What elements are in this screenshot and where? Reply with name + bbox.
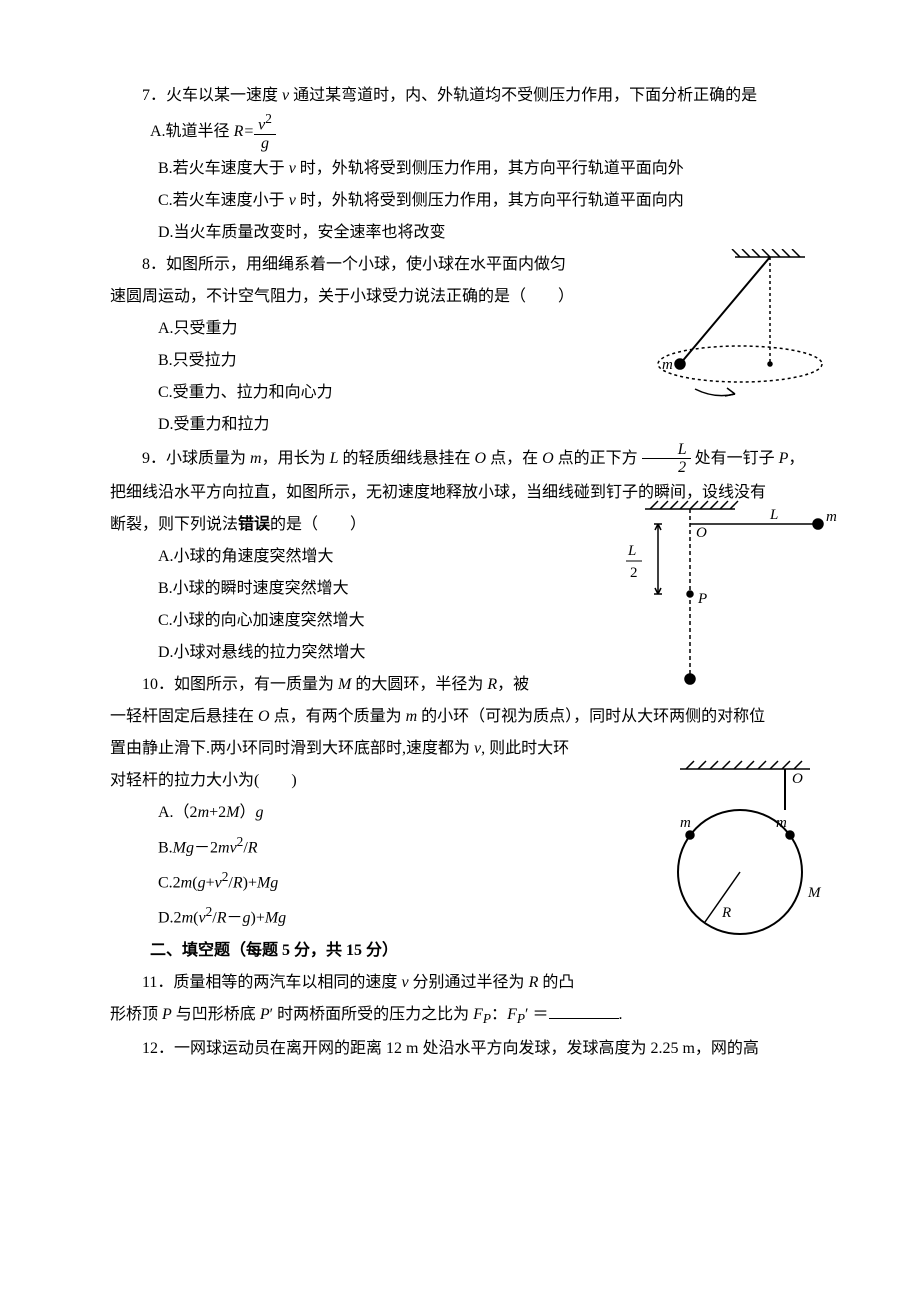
q9-number: 9． (142, 450, 166, 467)
q9-frac-den: 2 (642, 459, 691, 477)
svg-text:2: 2 (630, 565, 638, 581)
q9-stem3b: 的是（ ） (270, 516, 366, 533)
q11-blank (549, 1002, 619, 1019)
svg-text:m: m (776, 815, 787, 831)
q7-number: 7． (142, 87, 166, 104)
question-9: 9．小球质量为 m，用长为 L 的轻质细线悬挂在 O 点，在 O 点的正下方 L… (110, 441, 810, 669)
q7-option-A: A.轨道半径 R= v2 g (110, 112, 810, 153)
q8-figure-svg: m (640, 249, 840, 419)
q10-stem-line1: 10．如图所示，有一质量为 M 的大圆环，半径为 R，被 (110, 669, 810, 701)
q8-stem1: 如图所示，用细绳系着一个小球，使小球在水平面内做匀 (166, 256, 566, 273)
q7-option-D: D.当火车质量改变时，安全速率也将改变 (110, 217, 810, 249)
q7-option-C: C.若火车速度小于 v 时，外轨将受到侧压力作用，其方向平行轨道平面向内 (110, 185, 810, 217)
svg-text:m: m (826, 509, 837, 525)
question-8: m 8．如图所示，用细绳系着一个小球，使小球在水平面内做匀 速圆周运动，不计空气… (110, 249, 810, 441)
q7-stem: 7．火车以某一速度 v 通过某弯道时，内、外轨道均不受侧压力作用，下面分析正确的… (110, 80, 810, 112)
q12-stem-text: 一网球运动员在离开网的距离 12 m 处沿水平方向发球，发球高度为 2.25 m… (174, 1040, 759, 1057)
question-10: 10．如图所示，有一质量为 M 的大圆环，半径为 R，被 一轻杆固定后悬挂在 O… (110, 669, 810, 935)
svg-text:R: R (721, 905, 731, 921)
svg-text:P: P (697, 591, 707, 607)
q9-stem1b: 处有一钉子 P， (695, 450, 805, 467)
svg-text:O: O (792, 771, 803, 787)
question-11: 11．质量相等的两汽车以相同的速度 v 分别通过半径为 R 的凸 形桥顶 P 与… (110, 967, 810, 1033)
q12-number: 12． (142, 1040, 174, 1057)
q9-stem3a: 断裂，则下列说法 (110, 516, 238, 533)
q10-stem-line2: 一轻杆固定后悬挂在 O 点，有两个质量为 m 的小环（可视为质点），同时从大环两… (110, 701, 810, 733)
svg-text:m: m (680, 815, 691, 831)
svg-text:m: m (662, 357, 673, 373)
q7-A-prefix: A.轨道半径 (150, 116, 234, 148)
question-7: 7．火车以某一速度 v 通过某弯道时，内、外轨道均不受侧压力作用，下面分析正确的… (110, 80, 810, 249)
q10-stem1: 如图所示，有一质量为 M 的大圆环，半径为 R，被 (174, 676, 529, 693)
q11-stem-line2: 形桥顶 P 与凹形桥底 P′ 时两桥面所受的压力之比为 FP：FP′ ＝. (110, 999, 810, 1033)
q7-A-frac-num: v2 (254, 112, 276, 135)
q12-stem: 12．一网球运动员在离开网的距离 12 m 处沿水平方向发球，发球高度为 2.2… (110, 1033, 810, 1065)
q7-A-frac-den: g (254, 135, 276, 153)
q7-option-B: B.若火车速度大于 v 时，外轨将受到侧压力作用，其方向平行轨道平面向外 (110, 153, 810, 185)
q9-stem3-bold: 错误 (238, 516, 270, 533)
q7-stem-text: 火车以某一速度 v 通过某弯道时，内、外轨道均不受侧压力作用，下面分析正确的是 (166, 87, 757, 104)
q9-stem-frac-L2: L 2 (642, 441, 691, 477)
page: 7．火车以某一速度 v 通过某弯道时，内、外轨道均不受侧压力作用，下面分析正确的… (0, 0, 920, 1300)
q7-A-R: R= (234, 116, 255, 148)
q10-figure: O m m M R (650, 757, 840, 967)
svg-text:O: O (696, 525, 707, 541)
q8-number: 8． (142, 256, 166, 273)
svg-text:L: L (769, 507, 778, 523)
svg-text:M: M (807, 885, 822, 901)
q8-figure: m (640, 249, 840, 419)
q9-stem1a: 小球质量为 m，用长为 L 的轻质细线悬挂在 O 点，在 O 点的正下方 (166, 450, 638, 467)
q10-figure-svg: O m m M R (650, 757, 840, 967)
q7-A-fraction: v2 g (254, 112, 276, 153)
q11-number: 11． (142, 974, 173, 991)
q11-stem-line1: 11．质量相等的两汽车以相同的速度 v 分别通过半径为 R 的凸 (110, 967, 810, 999)
svg-text:L: L (627, 543, 636, 559)
q10-number: 10． (142, 676, 174, 693)
q9-frac-num: L (642, 441, 691, 460)
q9-stem-line1: 9．小球质量为 m，用长为 L 的轻质细线悬挂在 O 点，在 O 点的正下方 L… (110, 441, 810, 477)
question-12: 12．一网球运动员在离开网的距离 12 m 处沿水平方向发球，发球高度为 2.2… (110, 1033, 810, 1065)
q11-stem1: 质量相等的两汽车以相同的速度 v 分别通过半径为 R 的凸 (173, 974, 574, 991)
